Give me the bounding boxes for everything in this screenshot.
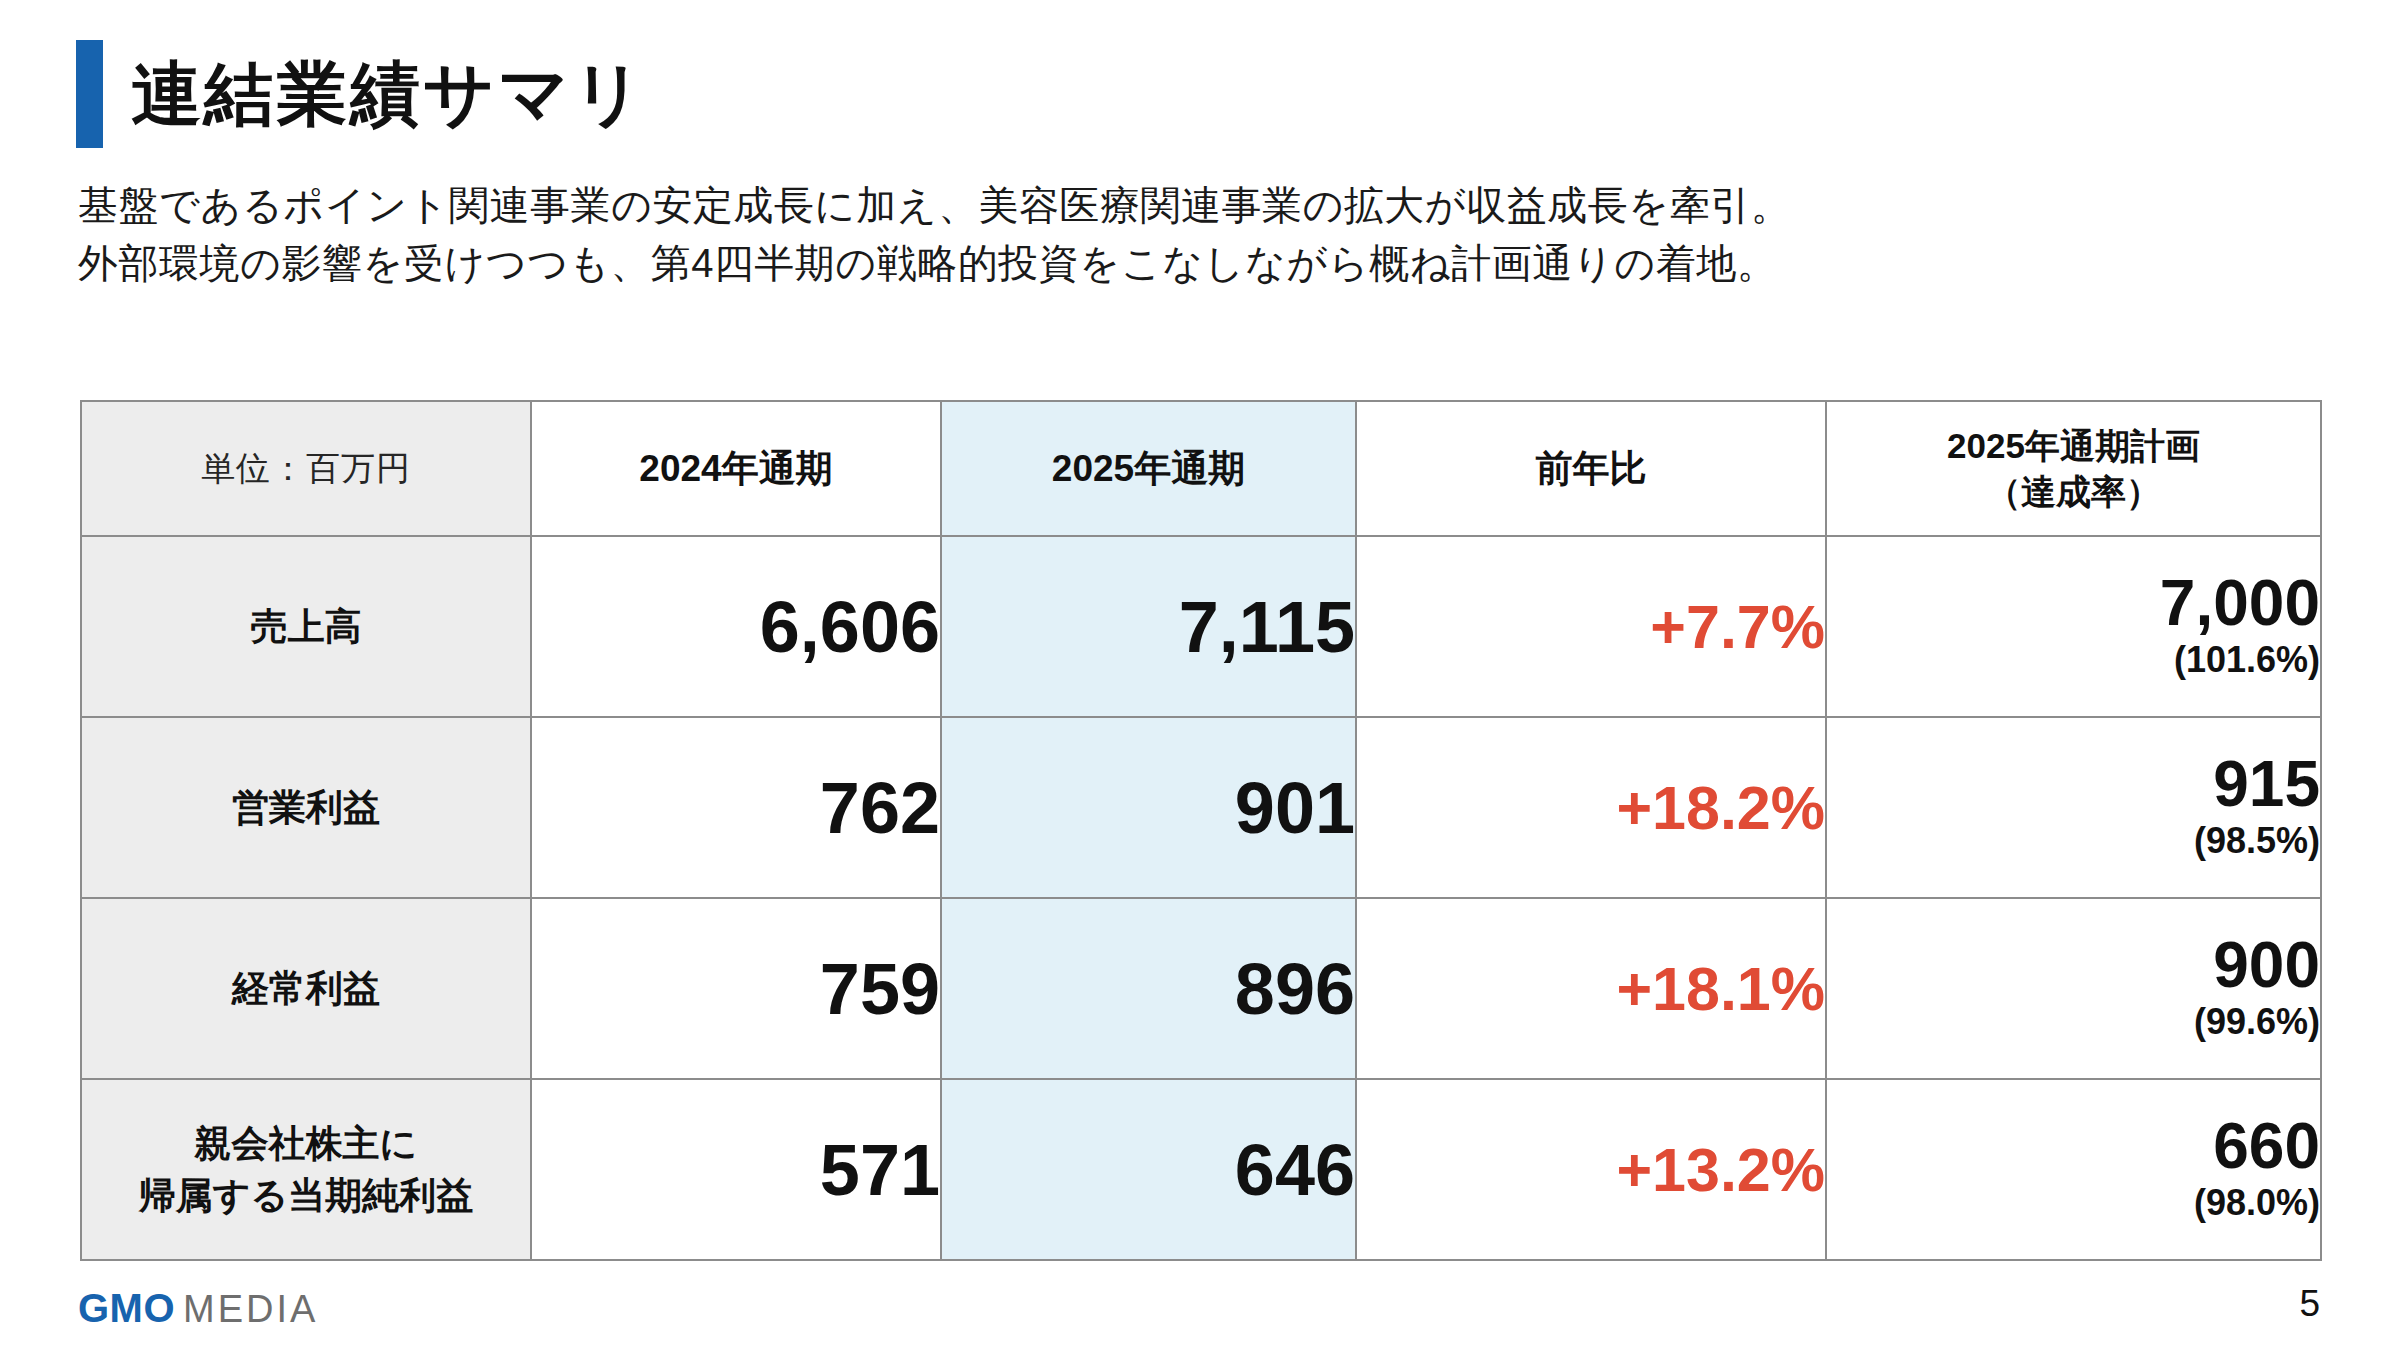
- summary-line-2: 外部環境の影響を受けつつも、第4四半期の戦略的投資をこなしながら概ね計画通りの着…: [78, 241, 1777, 285]
- table-row-net-income: 親会社株主に 帰属する当期純利益 571 646 +13.2% 660 (98.…: [81, 1079, 2321, 1260]
- table-row-ordinary-profit: 経常利益 759 896 +18.1% 900 (99.6%): [81, 898, 2321, 1079]
- row-label-net-sales: 売上高: [81, 536, 531, 717]
- ordinary-profit-achievement-rate: (99.6%): [1827, 999, 2320, 1044]
- operating-profit-achievement-rate: (98.5%): [1827, 818, 2320, 863]
- row-label-net-income: 親会社株主に 帰属する当期純利益: [81, 1079, 531, 1260]
- page-title: 連結業績サマリ: [131, 59, 647, 129]
- logo-media-text: MEDIA: [183, 1290, 318, 1328]
- gmo-media-logo: GMO MEDIA: [78, 1288, 318, 1328]
- ordinary-profit-plan-value: 900: [1827, 933, 2320, 998]
- net-income-plan-cell: 660 (98.0%): [1826, 1079, 2321, 1260]
- net-income-fy2025-value: 646: [941, 1079, 1356, 1260]
- net-sales-yoy-value: +7.7%: [1356, 536, 1826, 717]
- summary-text: 基盤であるポイント関連事業の安定成長に加え、美容医療関連事業の拡大が収益成長を牽…: [78, 176, 1791, 292]
- page-number: 5: [2299, 1283, 2320, 1325]
- net-sales-achievement-rate: (101.6%): [1827, 637, 2320, 682]
- slide-header: 連結業績サマリ: [76, 40, 647, 148]
- ordinary-profit-plan-cell: 900 (99.6%): [1826, 898, 2321, 1079]
- title-accent-bar: [76, 40, 103, 148]
- ordinary-profit-fy2024-value: 759: [531, 898, 941, 1079]
- net-income-achievement-rate: (98.0%): [1827, 1180, 2320, 1225]
- operating-profit-fy2025-value: 901: [941, 717, 1356, 898]
- summary-line-1: 基盤であるポイント関連事業の安定成長に加え、美容医療関連事業の拡大が収益成長を牽…: [78, 183, 1791, 227]
- operating-profit-yoy-value: +18.2%: [1356, 717, 1826, 898]
- col-header-fy2025: 2025年通期: [941, 401, 1356, 536]
- col-header-unit: 単位：百万円: [81, 401, 531, 536]
- operating-profit-plan-cell: 915 (98.5%): [1826, 717, 2321, 898]
- net-sales-plan-value: 7,000: [1827, 571, 2320, 636]
- net-income-yoy-value: +13.2%: [1356, 1079, 1826, 1260]
- net-income-fy2024-value: 571: [531, 1079, 941, 1260]
- logo-gmo-text: GMO: [78, 1288, 175, 1328]
- net-sales-fy2025-value: 7,115: [941, 536, 1356, 717]
- ordinary-profit-fy2025-value: 896: [941, 898, 1356, 1079]
- table-row-net-sales: 売上高 6,606 7,115 +7.7% 7,000 (101.6%): [81, 536, 2321, 717]
- net-sales-plan-cell: 7,000 (101.6%): [1826, 536, 2321, 717]
- ordinary-profit-yoy-value: +18.1%: [1356, 898, 1826, 1079]
- operating-profit-plan-value: 915: [1827, 752, 2320, 817]
- table-header-row: 単位：百万円 2024年通期 2025年通期 前年比 2025年通期計画 （達成…: [81, 401, 2321, 536]
- col-header-yoy: 前年比: [1356, 401, 1826, 536]
- slide: 連結業績サマリ 基盤であるポイント関連事業の安定成長に加え、美容医療関連事業の拡…: [0, 0, 2400, 1350]
- row-label-operating-profit: 営業利益: [81, 717, 531, 898]
- net-sales-fy2024-value: 6,606: [531, 536, 941, 717]
- operating-profit-fy2024-value: 762: [531, 717, 941, 898]
- row-label-ordinary-profit: 経常利益: [81, 898, 531, 1079]
- col-header-fy2024: 2024年通期: [531, 401, 941, 536]
- table-row-operating-profit: 営業利益 762 901 +18.2% 915 (98.5%): [81, 717, 2321, 898]
- col-header-plan: 2025年通期計画 （達成率）: [1826, 401, 2321, 536]
- net-income-plan-value: 660: [1827, 1114, 2320, 1179]
- results-table: 単位：百万円 2024年通期 2025年通期 前年比 2025年通期計画 （達成…: [80, 400, 2322, 1261]
